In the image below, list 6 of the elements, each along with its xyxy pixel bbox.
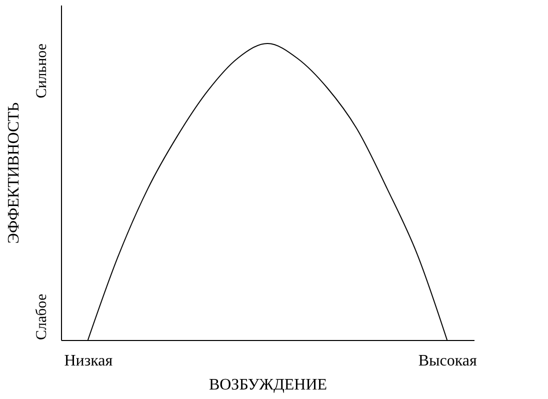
text: Сильное xyxy=(34,43,50,98)
x-tick-label: Высокая xyxy=(418,352,478,370)
y-axis-title: ЭФФЕКТИВНОСТЬ xyxy=(6,102,22,244)
x-tick-label: Низкая xyxy=(64,352,114,370)
x-axis-title: ВОЗБУЖДЕНИЕ xyxy=(208,376,328,394)
text: Слабое xyxy=(34,294,50,340)
